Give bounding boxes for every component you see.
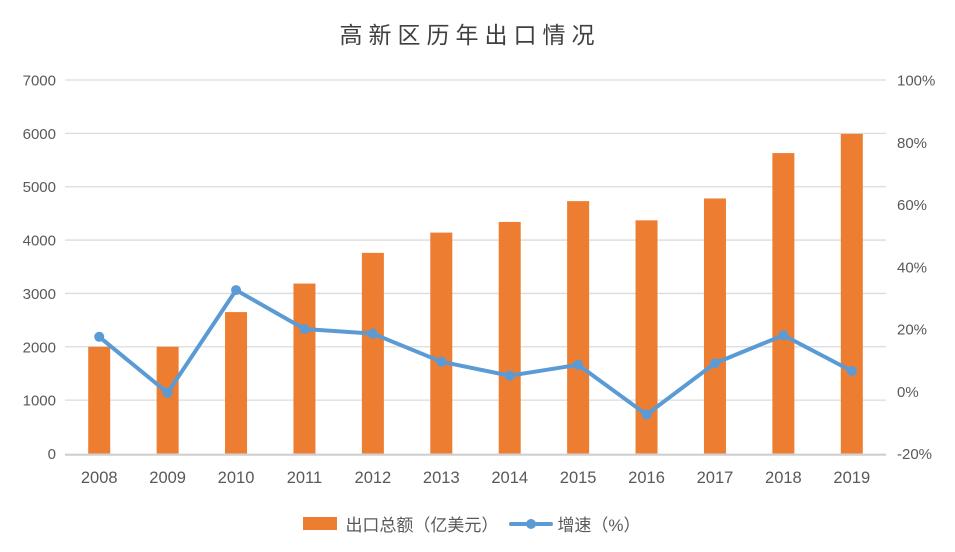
y-axis-right-label-100%: 100%: [897, 73, 935, 90]
bar-2018: [772, 153, 795, 454]
y-axis-left-label-1000: 1000: [23, 393, 56, 410]
x-axis-label-2011: 2011: [287, 469, 322, 487]
legend-label-growth-rate: 增速（%）: [557, 516, 641, 535]
bar-2014: [498, 221, 521, 454]
y-axis-left-label-4000: 4000: [23, 233, 56, 250]
y-axis-right-label-0%: 0%: [897, 384, 919, 401]
bar-swatch-icon: [303, 517, 338, 530]
y-axis-right-label-20%: 20%: [897, 322, 927, 339]
y-axis-left-label-0: 0: [48, 446, 56, 463]
y-axis-left-label-5000: 5000: [23, 179, 56, 196]
legend-item-growth-rate: 增速（%）: [509, 511, 641, 536]
line-marker-2016: [641, 409, 652, 420]
bar-2016: [635, 220, 658, 454]
line-marker-2014: [504, 370, 515, 381]
y-axis-right-label-40%: 40%: [897, 259, 927, 276]
y-axis-right-label--20%: -20%: [897, 446, 932, 463]
x-axis-label-2009: 2009: [149, 469, 186, 487]
y-axis-right-label-60%: 60%: [897, 197, 927, 214]
line-marker-2013: [436, 356, 447, 367]
x-axis-label-2013: 2013: [423, 469, 460, 487]
chart-legend: 出口总额（亿美元） 增速（%）: [0, 511, 944, 536]
line-marker-2015: [573, 359, 584, 370]
x-axis-label-2014: 2014: [491, 469, 528, 487]
x-axis-label-2018: 2018: [765, 469, 802, 487]
line-marker-swatch-icon: [509, 518, 554, 530]
x-axis-label-2017: 2017: [697, 469, 734, 487]
line-marker-2019: [846, 366, 857, 377]
chart-title: 高新区历年出口情况: [339, 23, 601, 48]
bar-2015: [567, 201, 590, 454]
y-axis-left-label-6000: 6000: [23, 126, 56, 143]
line-marker-2012: [367, 328, 378, 339]
x-axis-label-2015: 2015: [560, 469, 597, 487]
line-marker-2017: [709, 358, 720, 369]
legend-item-export-total: 出口总额（亿美元）: [303, 511, 498, 536]
growth-line: [97, 288, 854, 417]
x-axis-label-2016: 2016: [628, 469, 665, 487]
bar-2009: [156, 346, 179, 454]
x-axis-label-2010: 2010: [218, 469, 255, 487]
y-axis-left-label-3000: 3000: [23, 286, 56, 303]
line-marker-2009: [162, 387, 173, 398]
bar-2011: [293, 283, 316, 454]
bar-2019: [840, 133, 863, 454]
line-marker-2018: [778, 330, 789, 341]
y-axis-right-label-80%: 80%: [897, 135, 927, 152]
line-marker-2010: [231, 285, 242, 296]
bar-2013: [430, 232, 453, 454]
bar-2008: [88, 346, 111, 454]
line-marker-2008: [94, 331, 105, 342]
bar-2010: [225, 312, 248, 454]
line-sample-marker: [526, 518, 537, 529]
bar-2017: [703, 198, 726, 454]
x-axis-label-2008: 2008: [81, 469, 118, 487]
x-axis-label-2012: 2012: [355, 469, 392, 487]
x-axis-label-2019: 2019: [833, 469, 870, 487]
line-marker-2011: [299, 324, 310, 334]
bar-2012: [361, 252, 384, 454]
y-axis-left-label-2000: 2000: [23, 339, 56, 356]
y-axis-left-label-7000: 7000: [23, 73, 56, 90]
legend-label-export-total: 出口总额（亿美元）: [345, 516, 499, 535]
